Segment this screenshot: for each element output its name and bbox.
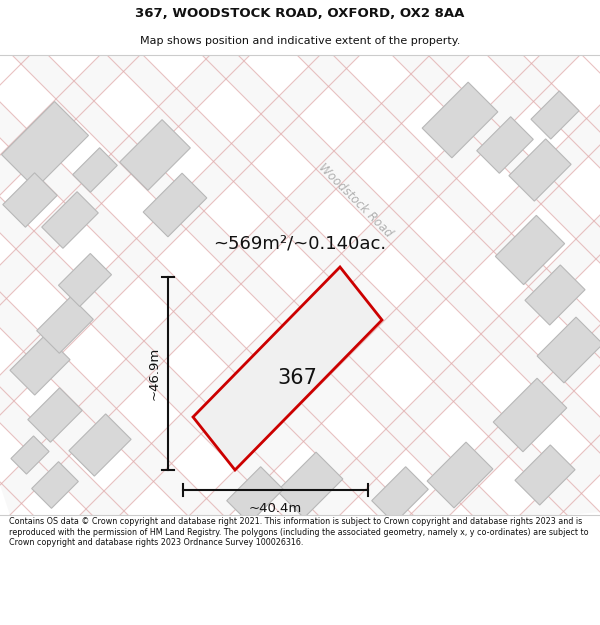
Polygon shape bbox=[392, 55, 600, 263]
Text: ~40.4m: ~40.4m bbox=[249, 501, 302, 514]
Polygon shape bbox=[190, 105, 600, 515]
Polygon shape bbox=[493, 378, 567, 452]
Polygon shape bbox=[193, 267, 382, 470]
Polygon shape bbox=[410, 325, 600, 515]
Polygon shape bbox=[107, 55, 600, 515]
Text: ~46.9m: ~46.9m bbox=[148, 347, 161, 400]
Polygon shape bbox=[69, 414, 131, 476]
Polygon shape bbox=[300, 215, 600, 515]
Polygon shape bbox=[531, 91, 579, 139]
Text: Contains OS data © Crown copyright and database right 2021. This information is : Contains OS data © Crown copyright and d… bbox=[9, 518, 589, 547]
Polygon shape bbox=[515, 445, 575, 505]
Polygon shape bbox=[0, 55, 140, 195]
Polygon shape bbox=[119, 119, 190, 191]
Polygon shape bbox=[487, 55, 600, 168]
Polygon shape bbox=[0, 55, 470, 515]
Polygon shape bbox=[520, 435, 600, 515]
Polygon shape bbox=[525, 265, 585, 325]
Polygon shape bbox=[2, 101, 88, 189]
Polygon shape bbox=[227, 467, 283, 523]
Polygon shape bbox=[537, 317, 600, 383]
Text: Woodstock Road: Woodstock Road bbox=[316, 161, 395, 239]
Polygon shape bbox=[277, 452, 343, 518]
Polygon shape bbox=[3, 173, 57, 228]
Polygon shape bbox=[12, 55, 508, 515]
Polygon shape bbox=[0, 387, 128, 515]
Polygon shape bbox=[0, 197, 318, 515]
Polygon shape bbox=[80, 55, 580, 515]
Text: 367: 367 bbox=[278, 369, 317, 389]
Polygon shape bbox=[427, 442, 493, 508]
Text: Map shows position and indicative extent of the property.: Map shows position and indicative extent… bbox=[140, 36, 460, 46]
Polygon shape bbox=[32, 462, 79, 508]
Polygon shape bbox=[28, 388, 82, 442]
Polygon shape bbox=[509, 139, 571, 201]
Polygon shape bbox=[372, 467, 428, 523]
Polygon shape bbox=[0, 55, 360, 415]
Polygon shape bbox=[202, 55, 600, 453]
Polygon shape bbox=[10, 335, 70, 395]
Text: 367, WOODSTOCK ROAD, OXFORD, OX2 8AA: 367, WOODSTOCK ROAD, OXFORD, OX2 8AA bbox=[136, 8, 464, 20]
Polygon shape bbox=[477, 117, 533, 173]
Polygon shape bbox=[0, 292, 223, 515]
Polygon shape bbox=[37, 297, 93, 353]
Polygon shape bbox=[297, 55, 600, 358]
Polygon shape bbox=[58, 254, 112, 306]
Polygon shape bbox=[496, 216, 565, 284]
Polygon shape bbox=[422, 82, 498, 158]
Text: ~569m²/~0.140ac.: ~569m²/~0.140ac. bbox=[214, 234, 386, 252]
Polygon shape bbox=[0, 55, 250, 305]
Polygon shape bbox=[73, 148, 117, 192]
Polygon shape bbox=[42, 192, 98, 248]
Polygon shape bbox=[11, 436, 49, 474]
Polygon shape bbox=[0, 102, 413, 515]
Polygon shape bbox=[143, 173, 207, 237]
